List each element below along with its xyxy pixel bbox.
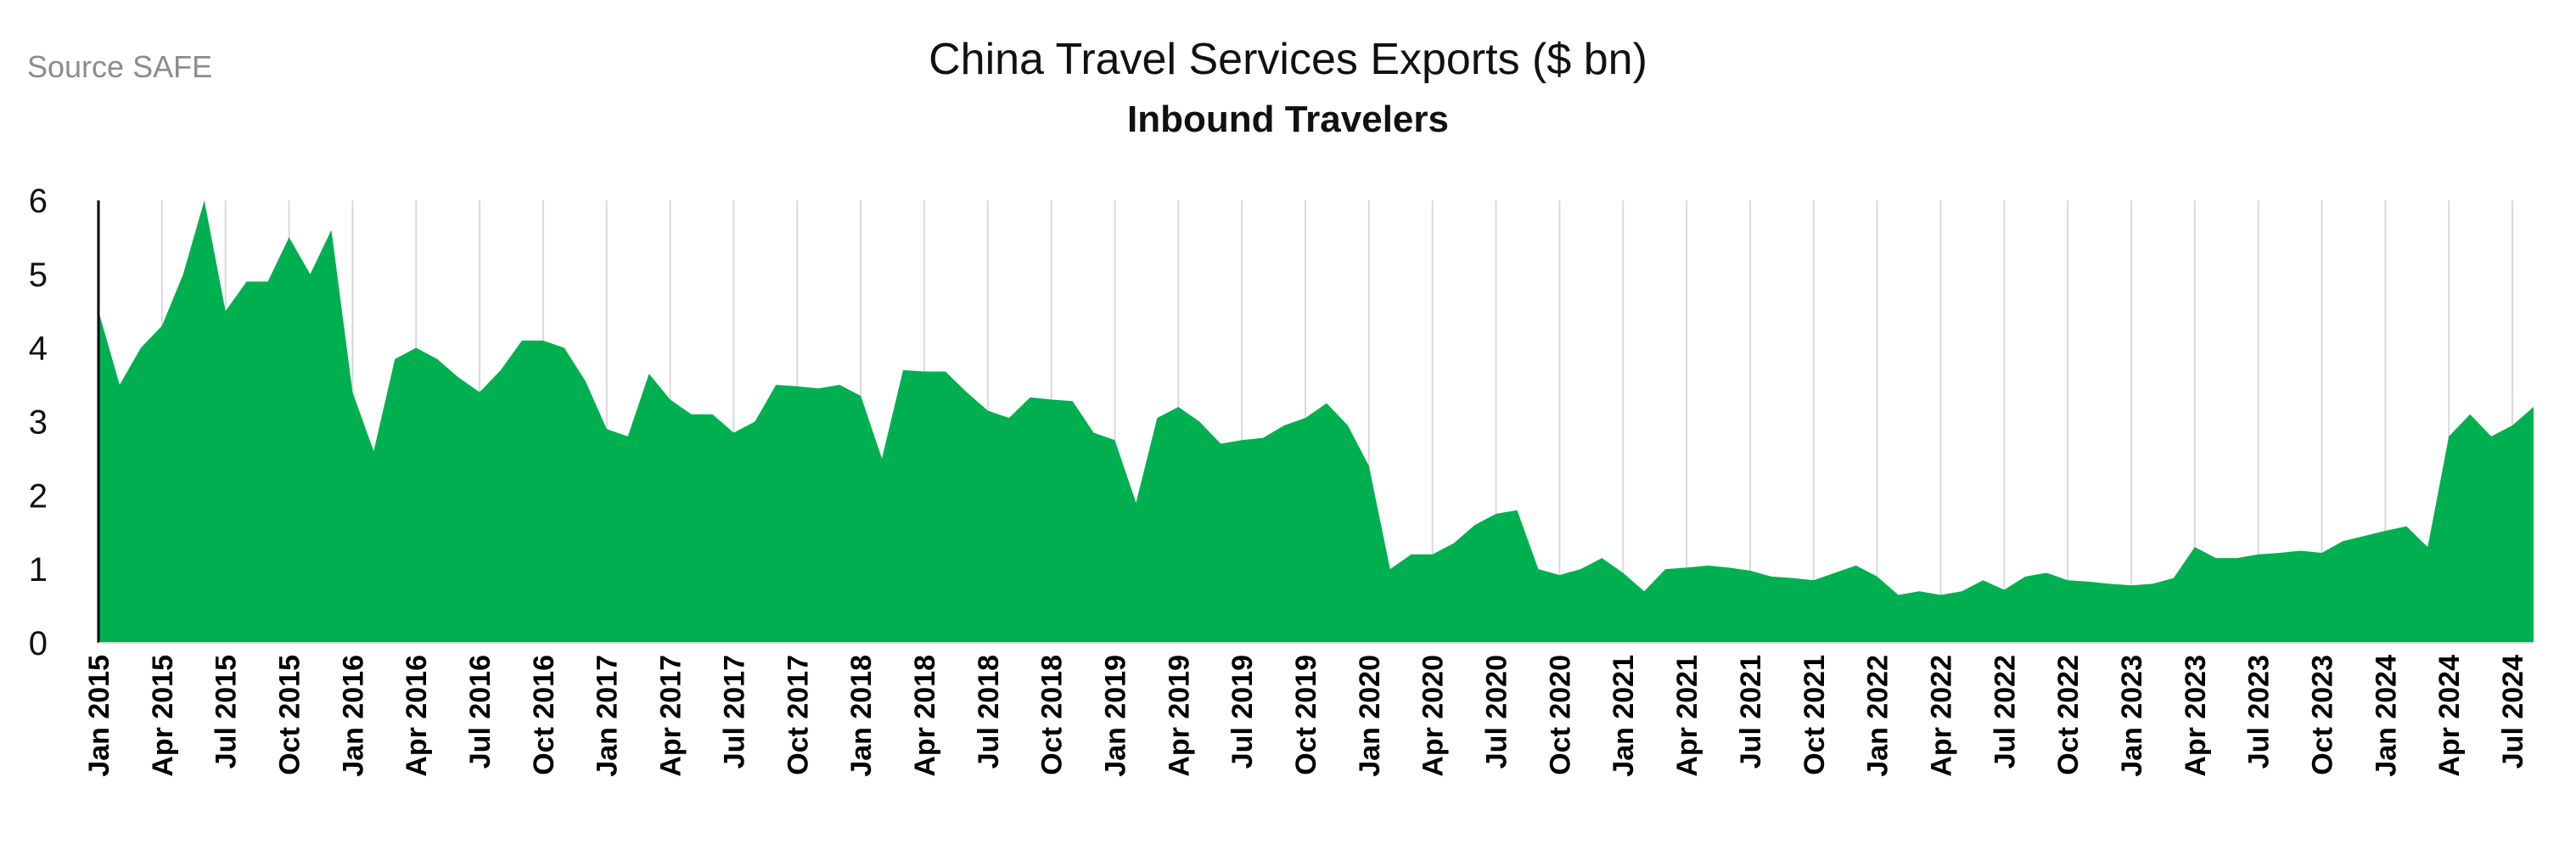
x-tick-label: Jul 2016 bbox=[464, 655, 497, 769]
x-tick-label: Jan 2016 bbox=[337, 655, 369, 777]
x-tick-label: Oct 2020 bbox=[1544, 655, 1576, 775]
x-tick-label: Oct 2019 bbox=[1290, 655, 1322, 775]
x-tick-label: Jan 2017 bbox=[592, 655, 624, 777]
x-tick-label: Jul 2018 bbox=[973, 655, 1005, 769]
chart-subtitle: Inbound Travelers bbox=[1127, 99, 1449, 140]
x-tick-label: Oct 2017 bbox=[782, 655, 814, 775]
x-tick-label: Oct 2015 bbox=[274, 655, 306, 775]
x-tick-label: Jul 2022 bbox=[1989, 655, 2021, 769]
x-tick-label: Oct 2021 bbox=[1799, 655, 1831, 775]
x-tick-label: Jan 2021 bbox=[1608, 655, 1640, 777]
x-tick-label: Jan 2022 bbox=[1862, 655, 1894, 777]
x-tick-label: Jul 2023 bbox=[2243, 655, 2276, 769]
x-tick-label: Apr 2022 bbox=[1925, 655, 1957, 777]
series-area bbox=[98, 200, 2534, 643]
y-tick-label: 4 bbox=[29, 330, 48, 368]
x-tick-label: Oct 2023 bbox=[2307, 655, 2339, 775]
x-tick-label: Oct 2016 bbox=[528, 655, 560, 775]
y-tick-label: 6 bbox=[29, 183, 48, 220]
x-tick-label: Oct 2022 bbox=[2052, 655, 2085, 775]
x-tick-label: Apr 2015 bbox=[147, 655, 179, 777]
y-tick-label: 1 bbox=[29, 551, 48, 589]
x-tick-label: Jan 2024 bbox=[2370, 655, 2402, 777]
x-tick-label: Jul 2015 bbox=[210, 655, 243, 769]
x-tick-label: Apr 2023 bbox=[2180, 655, 2212, 777]
x-tick-label: Jul 2024 bbox=[2497, 655, 2529, 769]
x-tick-label: Jul 2017 bbox=[718, 655, 750, 769]
x-tick-label: Apr 2020 bbox=[1417, 655, 1450, 777]
x-tick-label: Jan 2023 bbox=[2116, 655, 2148, 777]
x-tick-label: Oct 2018 bbox=[1036, 655, 1069, 775]
x-tick-label: Jan 2018 bbox=[845, 655, 878, 777]
y-tick-label: 2 bbox=[29, 477, 48, 515]
chart-title: China Travel Services Exports ($ bn) bbox=[929, 35, 1647, 84]
x-tick-label: Apr 2024 bbox=[2433, 655, 2466, 777]
x-tick-label: Jul 2021 bbox=[1735, 655, 1767, 769]
x-tick-label: Jan 2015 bbox=[83, 655, 115, 777]
x-tick-label: Apr 2016 bbox=[401, 655, 433, 777]
x-tick-label: Apr 2017 bbox=[655, 655, 687, 777]
x-tick-label: Jul 2020 bbox=[1481, 655, 1513, 769]
x-tick-label: Apr 2021 bbox=[1671, 655, 1703, 777]
x-tick-label: Jan 2019 bbox=[1099, 655, 1131, 777]
x-tick-label: Apr 2019 bbox=[1163, 655, 1195, 777]
y-tick-label: 5 bbox=[29, 256, 48, 294]
x-tick-label: Jul 2019 bbox=[1226, 655, 1259, 769]
y-tick-label: 3 bbox=[29, 404, 48, 442]
source-note: Source SAFE bbox=[27, 49, 213, 84]
x-tick-label: Apr 2018 bbox=[909, 655, 941, 777]
x-tick-label: Jan 2020 bbox=[1354, 655, 1386, 777]
y-tick-label: 0 bbox=[29, 625, 48, 662]
